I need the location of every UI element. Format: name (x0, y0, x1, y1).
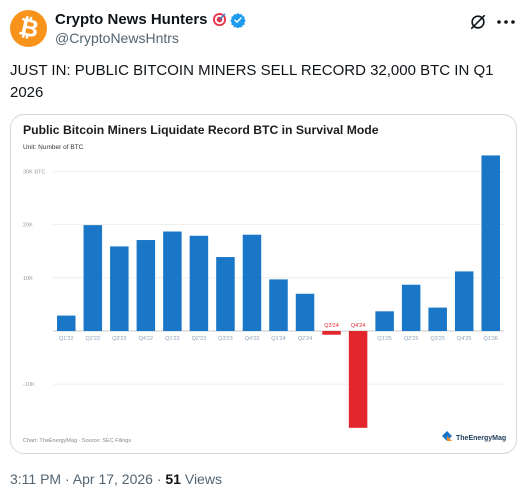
x-tick-label: Q2'24 (298, 336, 313, 342)
x-tick-label: Q1'26 (483, 336, 498, 342)
avatar[interactable]: ₿ (10, 10, 47, 47)
user-handle[interactable]: @CryptoNewsHntrs (55, 30, 179, 46)
chart-subtitle: Unit: Number of BTC (23, 144, 84, 151)
y-tick-label: 20K (23, 223, 33, 229)
chart-card[interactable]: Public Bitcoin Miners Liquidate Record B… (10, 114, 517, 454)
y-tick-label: -10K (23, 382, 35, 388)
x-tick-label: Q3'22 (112, 336, 127, 342)
bar-Q123 (163, 231, 182, 331)
energymag-logo: TheEnergyMag (442, 431, 506, 442)
x-tick-label: Q4'24 (351, 323, 366, 329)
chart-title: Public Bitcoin Miners Liquidate Record B… (23, 123, 379, 137)
x-tick-label: Q3'25 (430, 336, 445, 342)
x-tick-label: Q2'22 (86, 336, 101, 342)
x-tick-label: Q4'23 (245, 336, 260, 342)
y-tick-label: 30K BTC (23, 169, 45, 175)
post-header: ₿ Crypto News Hunters @CryptoNewsHntrs (10, 10, 517, 50)
x-tick-label: Q3'24 (324, 323, 339, 329)
grok-icon[interactable] (469, 13, 487, 31)
x-tick-label: Q3'23 (218, 336, 233, 342)
bar-Q126 (481, 155, 500, 331)
x-tick-label: Q1'25 (377, 336, 392, 342)
x-tick-label: Q4'25 (457, 336, 472, 342)
bar-Q422 (136, 240, 156, 331)
bar-Q224 (295, 293, 315, 331)
bar-Q225 (401, 284, 421, 331)
bar-Q424 (348, 331, 368, 428)
bar-Q423 (242, 234, 262, 331)
target-icon (212, 12, 226, 27)
bar-Q322 (110, 246, 129, 331)
chart-source: Chart: TheEnergyMag · Source: SEC Filing… (23, 438, 131, 444)
post-text: JUST IN: PUBLIC BITCOIN MINERS SELL RECO… (10, 62, 494, 101)
views-label: Views (180, 471, 222, 487)
x-tick-label: Q4'22 (139, 336, 154, 342)
bar-Q425 (454, 271, 474, 331)
bar-Q324 (322, 331, 341, 335)
views-count: 51 (165, 471, 181, 487)
x-tick-label: Q1'24 (271, 336, 286, 342)
post-timestamp[interactable]: 3:11 PM · Apr 17, 2026 · (10, 471, 166, 487)
x-tick-label: Q2'23 (192, 336, 207, 342)
tick-label-layer: 30K BTC 20K 10K -10K Q1'22 Q2'22 Q3'22 Q4'22 Q1'… (23, 169, 498, 388)
bar-Q323 (216, 257, 235, 331)
name-row: Crypto News Hunters (55, 11, 246, 28)
bar-chart: Public Bitcoin Miners Liquidate Record B… (23, 123, 506, 444)
x-tick-label: Q1'22 (59, 336, 74, 342)
x-tick-label: Q2'25 (404, 336, 419, 342)
more-options-icon[interactable] (495, 13, 517, 31)
logo-text: TheEnergyMag (456, 435, 506, 442)
bar-layer (57, 155, 500, 428)
bar-Q122 (57, 315, 76, 331)
bar-Q124 (269, 279, 288, 331)
bar-Q125 (375, 311, 394, 331)
bar-Q325 (428, 307, 447, 331)
verified-badge-icon[interactable] (229, 12, 246, 28)
display-name[interactable]: Crypto News Hunters (55, 11, 208, 28)
bar-Q223 (189, 235, 209, 331)
y-tick-label: 10K (23, 276, 33, 282)
x-tick-label: Q1'23 (165, 336, 180, 342)
bitcoin-icon: ₿ (16, 12, 42, 44)
post-meta: 3:11 PM · Apr 17, 2026 · 51 Views (10, 471, 222, 487)
bar-Q222 (83, 225, 103, 331)
